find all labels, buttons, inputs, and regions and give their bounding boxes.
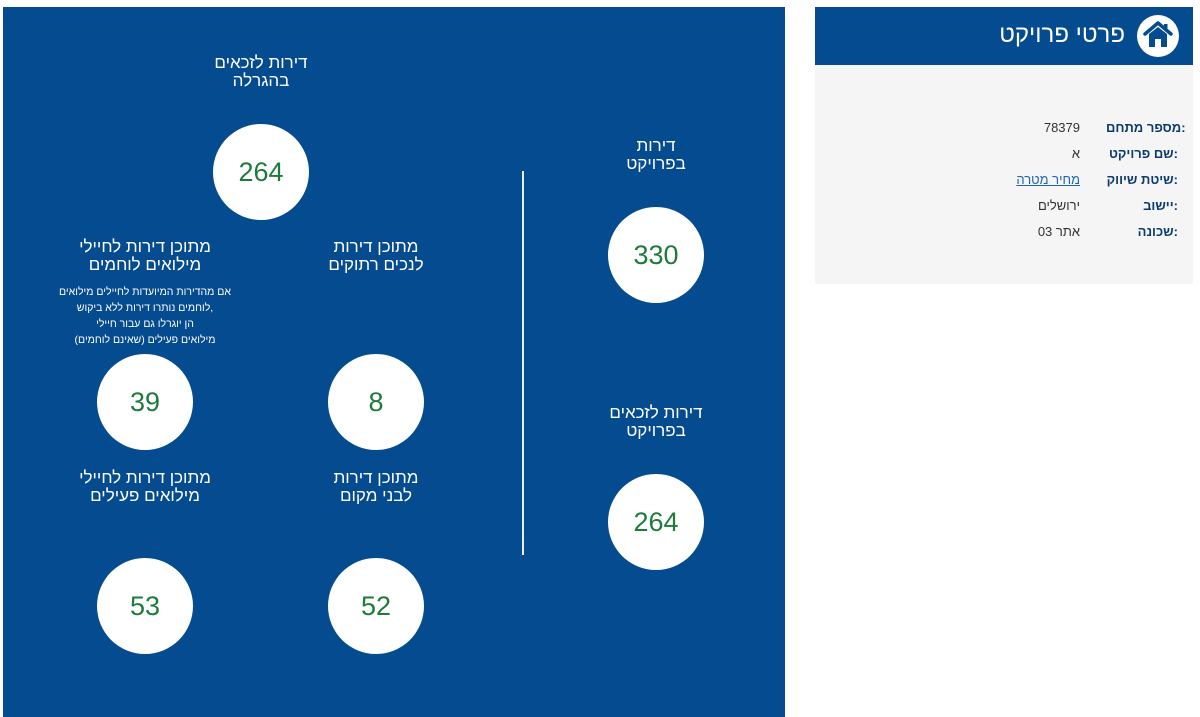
stat-label-active-reservists: מתוכן דירות לחיילי מילואים פעילים	[79, 468, 211, 505]
stat-value-active-reservists: 53	[129, 590, 161, 621]
detail-key-compound-number: מספר מתחם:	[1106, 119, 1186, 135]
detail-key-marketing-method: שיטת שיווק:	[1106, 171, 1178, 187]
detail-row-neighborhood: שכונה: אתר 03	[918, 218, 1178, 244]
stat-value-disabled: 8	[368, 386, 384, 417]
project-details-list: מספר מתחם: 78379 שם פרויקט: א שיטת שיווק…	[918, 114, 1186, 244]
stat-value-winners-in-project: 264	[633, 506, 679, 537]
detail-key-city: יישוב:	[1143, 197, 1178, 213]
project-details-card: פרטי פרויקט מספר מתחם: 78379 שם פרויקט: …	[815, 7, 1193, 284]
detail-row-compound-number: מספר מתחם: 78379	[918, 114, 1186, 140]
detail-value-neighborhood: אתר 03	[1037, 223, 1080, 239]
stat-label-winners-in-project: דירות לזכאים בפרויקט	[609, 403, 703, 440]
stat-value-combat-reservists: 39	[129, 386, 161, 417]
stat-circle-winners-in-project: 264	[608, 474, 704, 570]
stat-circle-active-reservists: 53	[97, 558, 193, 654]
house-icon	[1137, 15, 1179, 57]
detail-row-marketing-method: שיטת שיווק: מחיר מטרה	[918, 166, 1178, 192]
stat-label-combat-reservists: מתוכן דירות לחיילי מילואים לוחמים	[79, 237, 211, 274]
stat-circle-apartments-in-project: 330	[608, 207, 704, 303]
detail-key-project-name: שם פרויקט:	[1108, 145, 1178, 161]
detail-value-compound-number: 78379	[1043, 119, 1080, 135]
stat-value-winners-in-lottery: 264	[238, 156, 284, 187]
detail-row-project-name: שם פרויקט: א	[918, 140, 1178, 166]
stat-label-apartments-in-project: דירות בפרויקט	[626, 136, 686, 173]
detail-value-marketing-method: מחיר מטרה	[968, 172, 1106, 187]
stat-circle-combat-reservists: 39	[97, 354, 193, 450]
detail-row-city: יישוב: ירושלים	[918, 192, 1178, 218]
stat-label-winners-in-lottery: דירות לזכאים בהגרלה	[214, 53, 308, 90]
detail-value-city: ירושלים	[1037, 197, 1080, 213]
stat-circle-disabled: 8	[328, 354, 424, 450]
stat-value-apartments-in-project: 330	[633, 239, 679, 270]
stat-label-disabled: מתוכן דירות לנכים רתוקים	[328, 237, 424, 274]
detail-key-neighborhood: שכונה:	[1137, 223, 1178, 239]
detail-value-project-name: א	[1071, 145, 1080, 161]
lottery-stats-panel: דירות בפרויקט 330 דירות לזכאים בפרויקט 2…	[3, 7, 785, 717]
marketing-method-link[interactable]: מחיר מטרה	[1016, 171, 1080, 187]
stat-circle-winners-in-lottery: 264	[213, 124, 309, 220]
stat-circle-locals: 52	[328, 558, 424, 654]
stat-label-locals: מתוכן דירות לבני מקום	[333, 468, 419, 505]
project-details-header: פרטי פרויקט	[815, 7, 1193, 65]
stat-value-locals: 52	[360, 590, 392, 621]
project-details-title: פרטי פרויקט	[999, 21, 1125, 48]
column-divider	[522, 171, 524, 555]
stat-note-combat-reservists: אם מהדירות המיועדות לחיילים מילואים לוחמ…	[58, 286, 231, 346]
